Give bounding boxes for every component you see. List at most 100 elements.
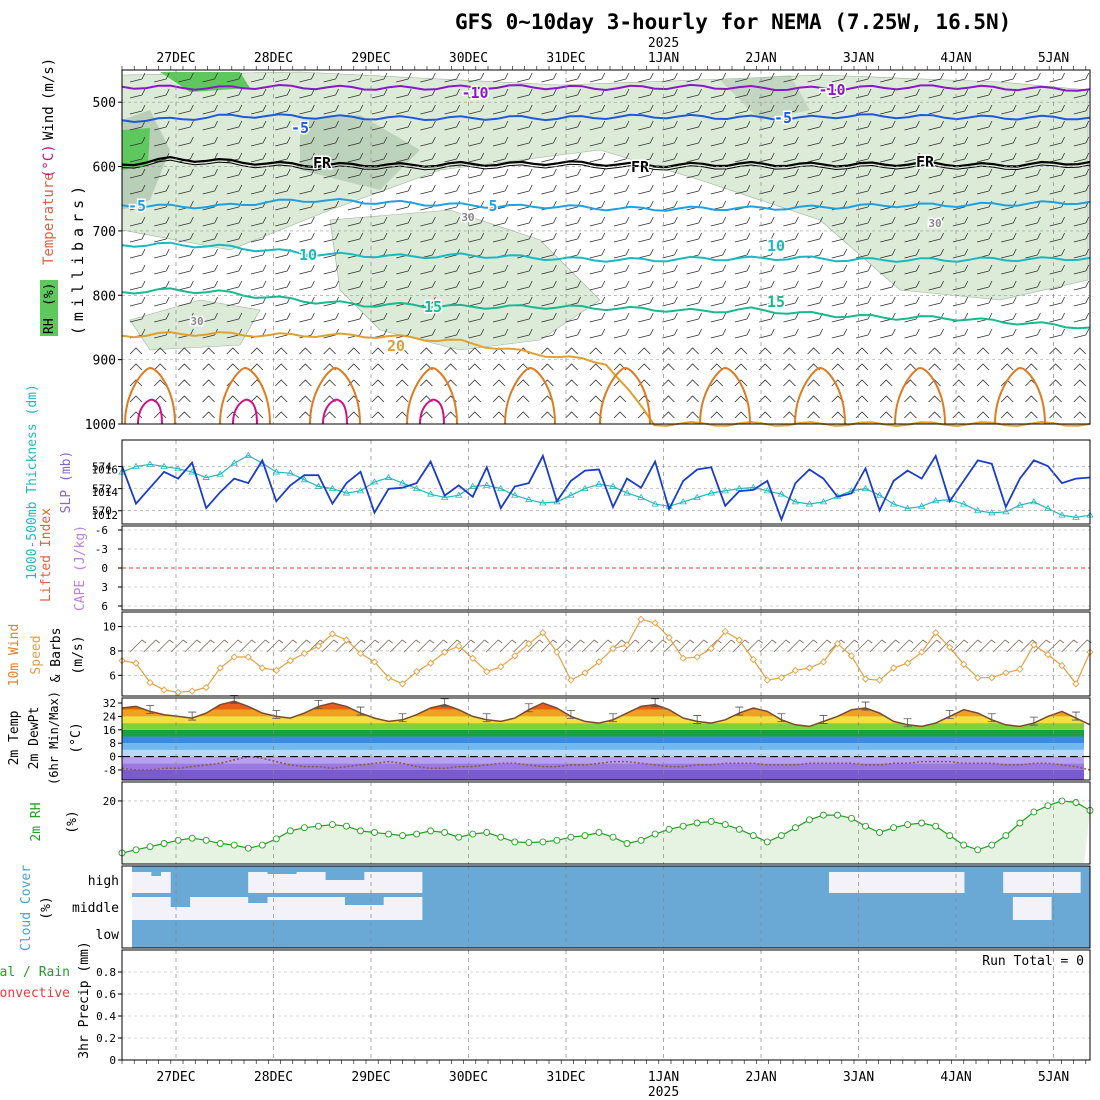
wind-barb — [129, 216, 146, 227]
thickness-point — [721, 487, 729, 494]
wind-speed-point — [932, 629, 940, 637]
wind-barb — [1001, 72, 1017, 83]
thickness-point — [763, 487, 772, 494]
wind-barb — [468, 411, 482, 419]
isotherm-line — [121, 197, 1091, 212]
wind-barb — [178, 264, 194, 275]
wind-barb — [855, 168, 872, 179]
wind-barb — [613, 312, 630, 323]
wind-barb — [783, 411, 796, 419]
precip-tick-label: 0.8 — [96, 966, 116, 979]
wind-barb — [1025, 347, 1038, 355]
wind-barb — [662, 363, 675, 371]
wind-barb — [1025, 395, 1038, 403]
date-label-top: 5JAN — [1038, 51, 1069, 66]
wind-barb — [347, 347, 361, 355]
wind-barb — [904, 395, 917, 403]
wind-barb — [371, 395, 385, 403]
wind-barb — [154, 232, 170, 243]
thickness-point — [931, 497, 940, 504]
wind-barb — [323, 411, 336, 419]
wind-barb — [1073, 120, 1090, 131]
li-tick-label: -3 — [95, 543, 108, 556]
wind-barb — [1049, 104, 1065, 115]
rh2m-point — [679, 822, 687, 830]
wind-barb — [371, 347, 385, 355]
slp-tick-label: 1014 — [92, 486, 119, 499]
wind-barb — [347, 264, 364, 275]
wind-barb — [178, 184, 194, 195]
wind-barb — [783, 248, 799, 259]
wind-barb — [371, 136, 388, 147]
wind-barb — [371, 104, 388, 115]
thickness-point — [370, 478, 379, 485]
wind-barb — [347, 136, 364, 147]
wind-barb — [855, 363, 869, 371]
wind-barb — [783, 395, 796, 403]
temp-tick-label: -8 — [103, 764, 116, 777]
wind-barb — [662, 395, 675, 403]
wind-speed-point — [665, 633, 673, 642]
wind-barb — [202, 136, 218, 147]
li-tick-label: -6 — [95, 524, 108, 537]
wind-barb — [274, 347, 288, 355]
wind-barb — [952, 363, 966, 371]
wind-barb — [541, 296, 557, 307]
wind-barb — [1049, 120, 1065, 131]
wind-barb — [638, 232, 654, 243]
temp-band — [122, 736, 1084, 744]
wind-barb — [565, 216, 581, 227]
thickness-point — [230, 459, 238, 466]
rh2m-point — [721, 821, 729, 829]
thickness-point — [202, 473, 210, 480]
wind-barb — [371, 168, 388, 179]
wind-barb — [492, 379, 506, 387]
wind-barb — [831, 104, 848, 115]
temp-band — [122, 749, 1084, 757]
wind-barb — [468, 88, 485, 99]
wind-barb — [855, 120, 872, 131]
wind-barb — [718, 639, 736, 653]
temp-minmax-bar — [1029, 716, 1038, 726]
wind-barb — [976, 184, 993, 195]
wind-barb — [202, 347, 215, 355]
wind-barb — [992, 639, 1010, 653]
wind-barb — [299, 136, 315, 147]
wind-barb — [613, 184, 630, 195]
wind-barb — [613, 328, 630, 339]
wind-barb — [347, 280, 364, 291]
wind-barb — [662, 296, 678, 307]
wind-barb — [831, 120, 848, 131]
wind-barb — [613, 411, 627, 419]
isotherm-30 — [419, 398, 445, 425]
wind-barb — [1025, 232, 1041, 243]
rh2m-point — [581, 832, 589, 840]
wind-barb — [202, 248, 218, 259]
wind-barb — [952, 328, 969, 339]
thickness-point — [328, 484, 337, 492]
date-label-top: 4JAN — [940, 51, 971, 66]
wind-barb — [662, 136, 678, 147]
wind-barb — [637, 347, 651, 355]
wind-barb — [565, 411, 578, 419]
wind-barb — [202, 168, 218, 179]
panel-border-wind — [121, 611, 1091, 697]
wind-barb — [1073, 347, 1087, 355]
wind-barb — [589, 248, 606, 259]
wind-barb — [807, 328, 823, 339]
wind-barb — [468, 347, 482, 355]
wind-barb — [589, 363, 603, 371]
wind-speed-point — [595, 658, 603, 666]
wind-barb — [613, 72, 630, 83]
temp-axis-label: (6hr Min/Max) — [47, 691, 61, 785]
wind-barb — [226, 216, 243, 227]
temp-minmax-bar — [777, 713, 786, 723]
wind-barb — [420, 379, 433, 387]
rh2m-point — [876, 829, 884, 836]
wind-speed-point — [497, 663, 505, 671]
wind-barb — [869, 639, 887, 653]
wind-barb — [855, 280, 872, 291]
wind-barb — [976, 264, 993, 275]
wind-barb — [928, 347, 941, 355]
slp-line — [121, 453, 1091, 523]
